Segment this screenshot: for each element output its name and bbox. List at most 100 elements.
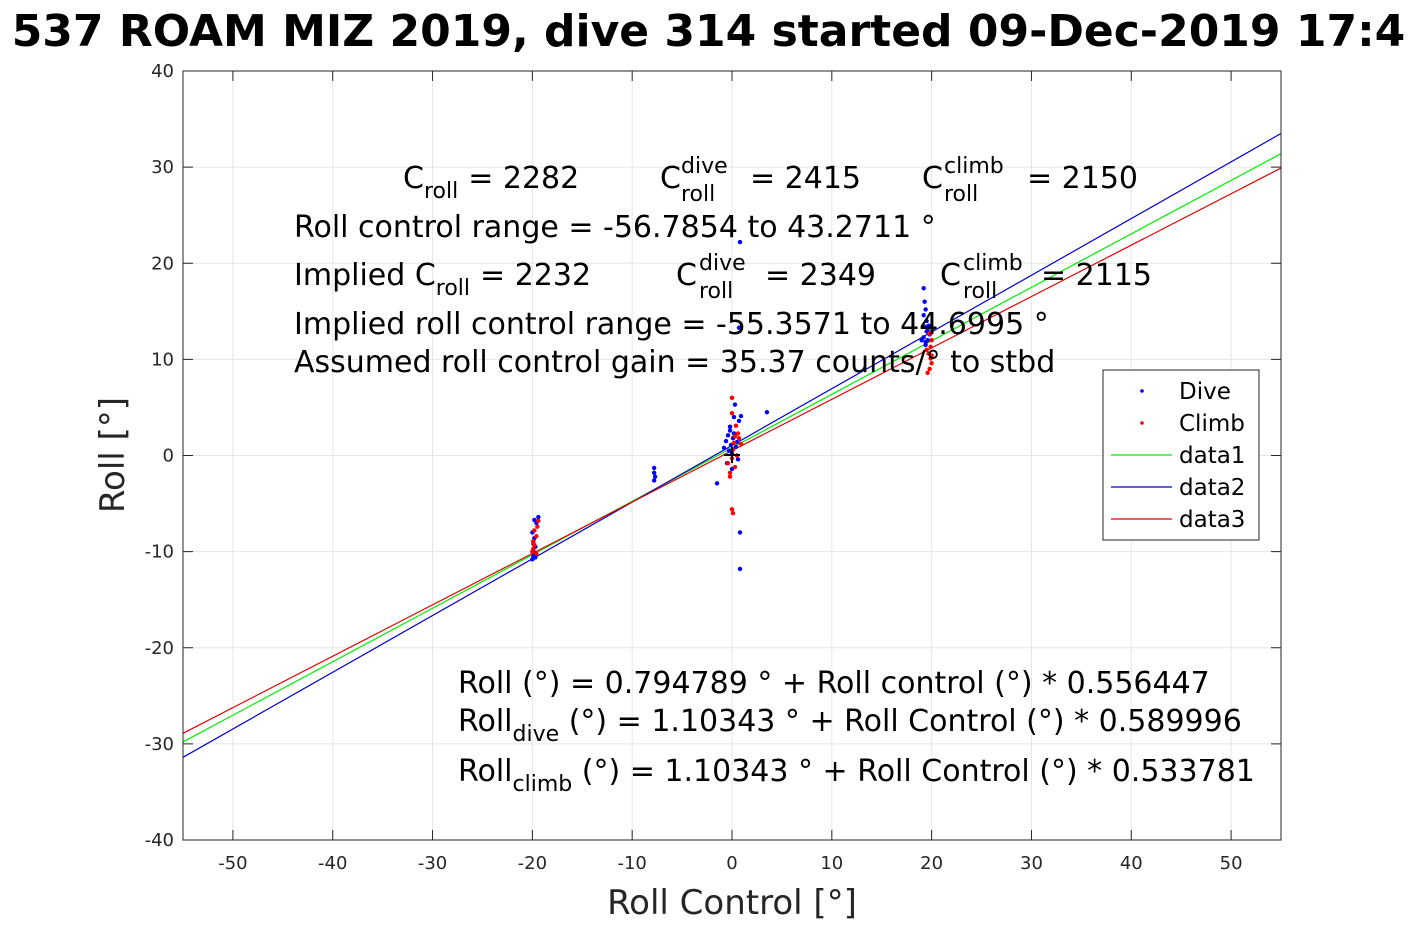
point-climb [927, 331, 932, 336]
point-dive [731, 414, 737, 420]
y-tick-label: 30 [151, 157, 174, 178]
point-dive [737, 239, 743, 245]
point-climb [929, 361, 934, 366]
x-tick-label: 10 [820, 853, 843, 874]
point-climb [736, 435, 742, 441]
implied-c-climb-annotation: C climb roll = 2115 [940, 243, 1152, 306]
point-climb [535, 524, 540, 529]
point-dive [735, 457, 741, 462]
point-climb [735, 431, 741, 436]
point-climb [729, 507, 735, 512]
legend: Dive Climb data1 data2 data3 [1102, 369, 1260, 541]
point-dive [536, 514, 541, 520]
x-tick-label: -40 [318, 853, 347, 874]
scatter-points [530, 239, 935, 572]
point-dive [651, 470, 657, 476]
x-tick-label: -10 [617, 853, 646, 874]
point-climb [927, 366, 932, 372]
point-dive [651, 465, 657, 471]
point-dive [727, 428, 733, 433]
point-climb [725, 460, 731, 466]
point-dive [736, 325, 742, 330]
point-dive [923, 342, 928, 348]
chart-title: 537 ROAM MIZ 2019, dive 314 started 09-D… [11, 6, 1406, 57]
y-tick-label: 0 [163, 446, 174, 467]
point-dive [921, 312, 926, 318]
point-dive [726, 448, 732, 453]
x-tick-label: -50 [218, 853, 247, 874]
point-climb [738, 441, 744, 447]
point-dive [721, 445, 727, 451]
point-dive [736, 418, 742, 424]
point-climb [531, 546, 536, 551]
point-climb [733, 423, 739, 428]
y-axis-label: Roll [°] [93, 397, 133, 513]
fit-climb-equation: Rollclimb (°) = 1.10343 ° + Roll Control… [458, 754, 1255, 797]
point-dive [926, 323, 931, 328]
c-climb-annotation: C climb roll = 2150 [922, 146, 1138, 209]
point-dive [924, 318, 929, 324]
point-dive [921, 286, 926, 291]
legend-label: Climb [1179, 411, 1245, 437]
point-climb [727, 470, 733, 476]
point-dive [725, 433, 731, 438]
x-tick-label: -20 [518, 853, 547, 874]
point-climb [534, 551, 539, 556]
point-dive [723, 438, 729, 444]
point-dive [922, 324, 927, 329]
point-climb [925, 370, 930, 376]
point-climb [924, 347, 929, 352]
implied-c-dive-annotation: C dive roll = 2349 [676, 243, 876, 306]
point-dive [919, 337, 924, 343]
point-dive [651, 478, 657, 483]
y-tick-label: 40 [151, 61, 174, 82]
plot-frame [182, 70, 1282, 841]
point-dive [732, 402, 738, 407]
point-climb [731, 440, 737, 446]
legend-label: data2 [1179, 475, 1245, 501]
x-axis-label: Roll Control [°] [607, 883, 857, 923]
point-climb [729, 395, 735, 401]
fit-equation: Roll (°) = 0.794789 ° + Roll control (°)… [458, 666, 1210, 701]
point-climb [929, 353, 934, 358]
x-tick-label: 20 [920, 853, 943, 874]
y-tick-label: -40 [145, 830, 174, 851]
point-dive [764, 410, 770, 415]
x-tick-label: 0 [726, 853, 737, 874]
x-tick-label: 30 [1020, 853, 1043, 874]
y-tick-label: -10 [145, 542, 174, 563]
legend-items: Dive Climb data1 data2 data3 [1111, 379, 1245, 533]
point-dive [738, 413, 744, 419]
x-tick-label: 50 [1220, 853, 1243, 874]
implied-c-roll-annotation: Implied Croll = 2232 [294, 258, 591, 301]
point-dive [737, 530, 743, 535]
point-dive [727, 424, 733, 429]
point-climb [929, 337, 934, 343]
x-tick-label: -30 [418, 853, 447, 874]
implied-roll-control-range: Implied roll control range = -55.3571 to… [294, 307, 1049, 342]
point-climb [729, 411, 735, 416]
point-climb [928, 344, 933, 350]
axis-ticks: -50 -40 -30 -20 -10 0 10 20 30 40 50 -40 -30 -20 -10 0 1… [145, 61, 1281, 874]
annotations: Croll = 2282 C dive roll = 2415 C climb r… [294, 146, 1255, 797]
point-climb [536, 518, 541, 524]
point-climb [730, 510, 736, 516]
legend-marker-dive [1140, 389, 1144, 393]
point-dive [652, 474, 658, 479]
point-dive [533, 555, 538, 560]
c-dive-annotation: C dive roll = 2415 [660, 146, 861, 209]
point-dive [737, 566, 743, 572]
point-dive [733, 444, 739, 450]
legend-label: Dive [1179, 379, 1231, 405]
point-dive [923, 307, 928, 312]
point-dive [714, 481, 720, 486]
legend-label: data3 [1179, 507, 1245, 533]
legend-label: data1 [1179, 443, 1245, 469]
y-tick-label: 10 [151, 349, 174, 370]
point-climb [727, 474, 733, 479]
c-roll-annotation: Croll = 2282 [403, 161, 579, 204]
point-climb [534, 534, 539, 539]
point-climb [732, 434, 738, 439]
x-tick-label: 40 [1120, 853, 1143, 874]
